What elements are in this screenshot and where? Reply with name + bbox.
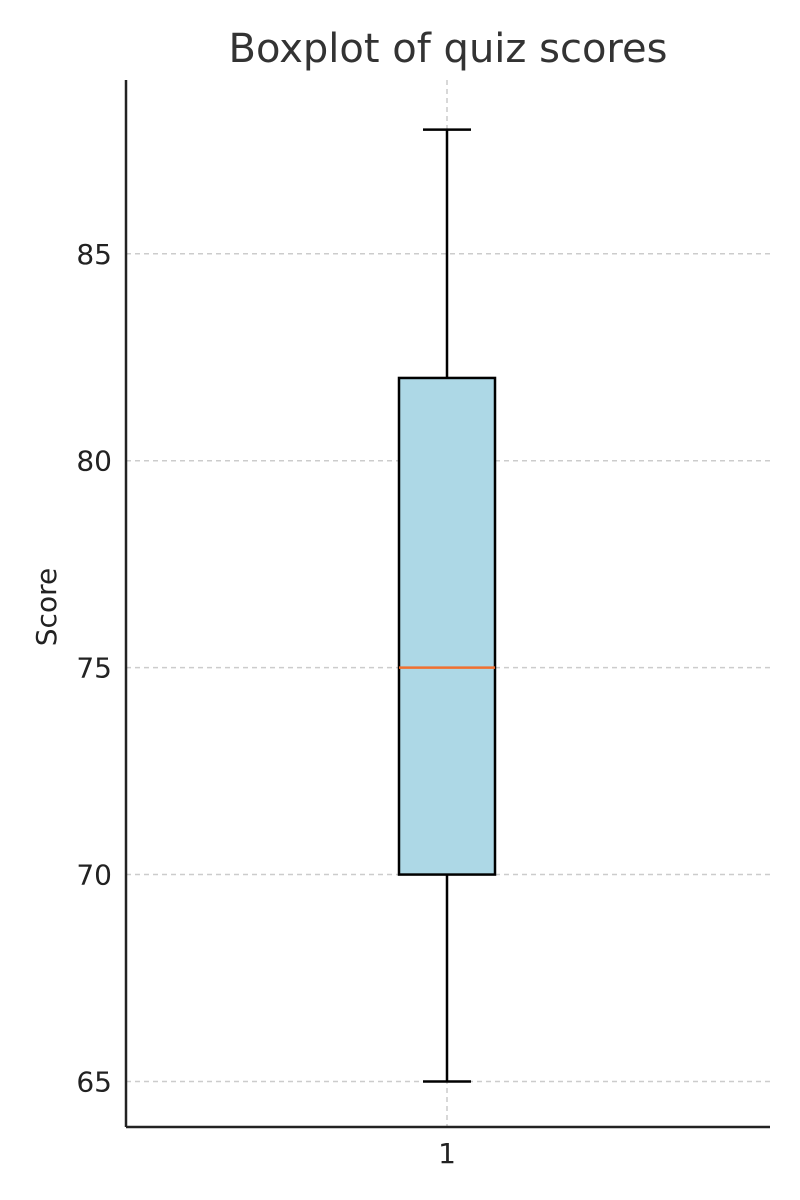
box-iqr: [397, 376, 497, 876]
y-axis-label: Score: [30, 568, 63, 646]
box-layer: [397, 128, 497, 1083]
y-tick-label: 80: [76, 445, 112, 478]
tick-layer: 65 70 75 80 85 1: [76, 238, 456, 1170]
y-tick-label: 70: [76, 859, 112, 892]
y-tick-label: 65: [76, 1065, 112, 1098]
y-tick-label: 85: [76, 238, 112, 271]
x-tick-label: 1: [438, 1137, 456, 1170]
axis-layer: [124, 80, 770, 1129]
y-tick-label: 75: [76, 652, 112, 685]
chart-title: Boxplot of quiz scores: [229, 26, 668, 72]
